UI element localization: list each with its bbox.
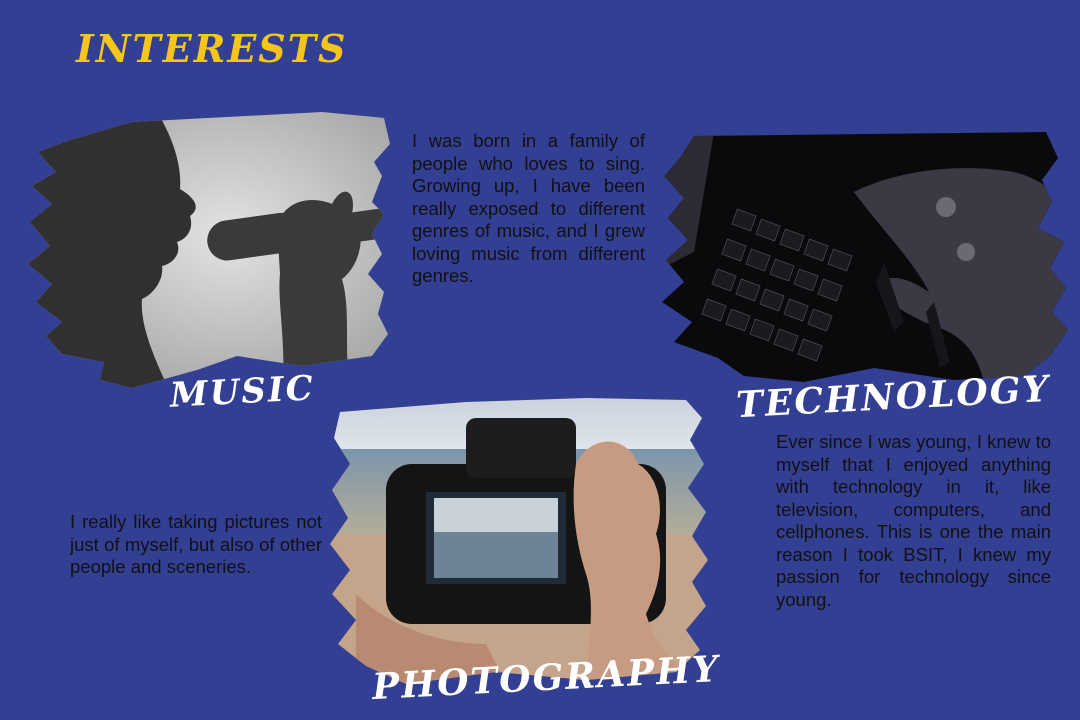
- music-description: I was born in a family of people who lov…: [412, 130, 645, 286]
- photography-photo: [326, 394, 710, 684]
- music-photo: [22, 104, 398, 396]
- music-label: MUSIC: [169, 368, 316, 416]
- technology-description: Ever since I was young, I knew to myself…: [776, 431, 1051, 610]
- laptop-keyboard-image: [662, 132, 1068, 382]
- singer-silhouette-image: [28, 112, 390, 388]
- camera-in-hand-image: [330, 398, 708, 684]
- page-title: INTERESTS: [76, 26, 348, 71]
- technology-photo: [654, 132, 1080, 382]
- photography-description: I really like taking pictures not just o…: [70, 511, 322, 577]
